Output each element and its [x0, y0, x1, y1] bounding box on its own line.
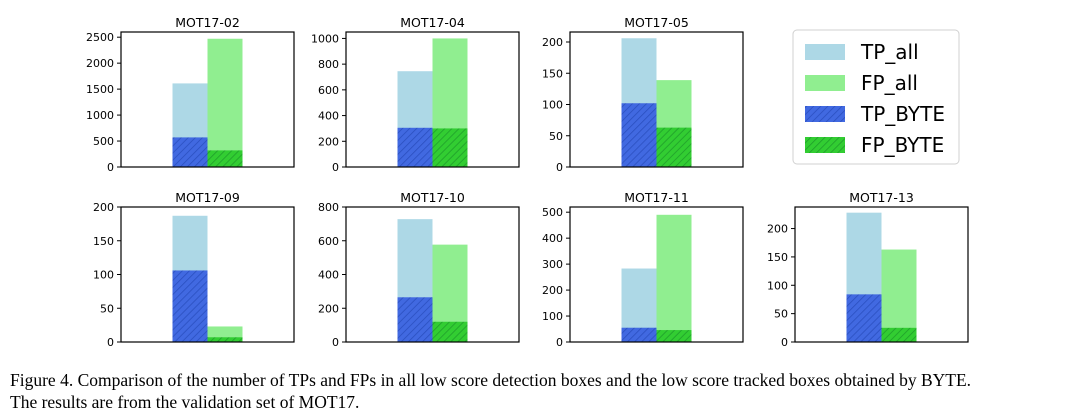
y-tick-label: 100 — [542, 310, 563, 323]
bar-fp-byte — [207, 337, 243, 342]
bar-fp-all — [656, 214, 692, 342]
y-tick-label: 0 — [332, 336, 339, 349]
y-tick-label: 400 — [318, 110, 339, 123]
axes-frame — [120, 31, 295, 168]
chart-panel-mot17-04: 0 200 400 600 800 1000 MOT17-04 — [311, 15, 520, 174]
legend-box — [792, 29, 960, 165]
bar-fp-byte — [656, 127, 692, 167]
y-tick-label: 150 — [93, 235, 114, 248]
y-tick-label: 500 — [93, 135, 114, 148]
bar-fp-byte — [432, 128, 468, 167]
axes-frame — [569, 206, 744, 343]
y-tick-label: 2500 — [86, 31, 114, 44]
y-tick-label: 200 — [542, 36, 563, 49]
y-tick-label: 200 — [542, 284, 563, 297]
bar-tp-byte — [846, 294, 882, 342]
bar-fp-byte — [881, 327, 917, 342]
y-tick-label: 0 — [107, 336, 114, 349]
y-tick-label: 100 — [542, 99, 563, 112]
y-tick-label: 200 — [318, 135, 339, 148]
y-tick-label: 100 — [767, 279, 788, 292]
y-tick-label: 1500 — [86, 83, 114, 96]
bar-fp-all — [207, 38, 243, 167]
chart-panel-mot17-13: 0 50 100 150 200 MOT17-13 — [767, 190, 969, 349]
chart-panel-mot17-10: 0 200 400 600 800 MOT17-10 — [318, 190, 520, 349]
bar-fp-all — [881, 249, 917, 342]
legend-swatch-fp-byte — [805, 137, 845, 153]
y-tick-label: 0 — [107, 161, 114, 174]
chart-title: MOT17-10 — [400, 190, 465, 205]
y-tick-label: 1000 — [86, 109, 114, 122]
chart-title: MOT17-11 — [624, 190, 689, 205]
y-tick-label: 600 — [318, 235, 339, 248]
chart-title: MOT17-09 — [175, 190, 240, 205]
y-tick-label: 600 — [318, 84, 339, 97]
y-tick-label: 1000 — [311, 32, 339, 45]
y-tick-label: 500 — [542, 206, 563, 219]
y-tick-label: 400 — [318, 269, 339, 282]
y-tick-label: 50 — [549, 130, 563, 143]
caption-line-2: The results are from the validation set … — [10, 392, 360, 412]
y-tick-label: 0 — [556, 161, 563, 174]
bar-tp-byte — [621, 327, 657, 342]
bar-tp-byte — [397, 127, 433, 167]
y-tick-label: 800 — [318, 58, 339, 71]
bar-tp-byte — [172, 137, 208, 167]
axes-frame — [794, 206, 969, 343]
y-tick-label: 0 — [556, 336, 563, 349]
legend-swatch-tp-byte — [805, 106, 845, 122]
legend-label-tp-all: TP_all — [860, 40, 919, 64]
y-tick-label: 0 — [332, 161, 339, 174]
legend-swatch-tp-all — [805, 44, 845, 60]
y-tick-label: 0 — [781, 336, 788, 349]
y-tick-label: 800 — [318, 201, 339, 214]
y-tick-label: 50 — [774, 308, 788, 321]
legend-swatch-fp-all — [805, 75, 845, 91]
bar-fp-byte — [432, 321, 468, 342]
legend-label-fp-all: FP_all — [861, 71, 918, 95]
y-tick-label: 50 — [100, 302, 114, 315]
y-tick-label: 150 — [542, 67, 563, 80]
y-tick-label: 400 — [542, 232, 563, 245]
y-tick-label: 200 — [93, 201, 114, 214]
legend-label-fp-byte: FP_BYTE — [861, 133, 944, 157]
axes-frame — [569, 31, 744, 168]
chart-panel-mot17-05: 0 50 100 150 200 MOT17-05 — [542, 15, 744, 174]
y-tick-label: 150 — [767, 251, 788, 264]
chart-title: MOT17-02 — [175, 15, 240, 30]
chart-title: MOT17-04 — [400, 15, 465, 30]
y-tick-label: 200 — [767, 223, 788, 236]
bar-fp-byte — [207, 150, 243, 167]
y-tick-label: 100 — [93, 269, 114, 282]
axes-frame — [345, 31, 520, 168]
y-tick-label: 200 — [318, 302, 339, 315]
bar-tp-byte — [397, 297, 433, 342]
y-tick-label: 300 — [542, 258, 563, 271]
chart-legend: TP_all FP_all TP_BYTE FP_BYTE — [792, 29, 960, 165]
bar-fp-byte — [656, 330, 692, 342]
chart-title: MOT17-05 — [624, 15, 689, 30]
chart-title: MOT17-13 — [849, 190, 914, 205]
chart-panel-mot17-02: 0 500 1000 1500 2000 2500 MOT17-02 — [86, 15, 295, 174]
figure-grid: 05001000150020002500MOT17-02020040060080… — [86, 15, 969, 349]
chart-panel-mot17-09: 0 50 100 150 200 MOT17-09 — [93, 190, 295, 349]
chart-panel-mot17-11: 0 100 200 300 400 500 MOT17-11 — [542, 190, 744, 349]
caption-line-1: Figure 4. Comparison of the number of TP… — [10, 370, 972, 390]
bar-tp-byte — [172, 270, 208, 342]
figure-caption: Figure 4. Comparison of the number of TP… — [10, 369, 1075, 413]
bar-tp-byte — [621, 103, 657, 167]
legend-label-tp-byte: TP_BYTE — [860, 102, 945, 126]
y-tick-label: 2000 — [86, 57, 114, 70]
